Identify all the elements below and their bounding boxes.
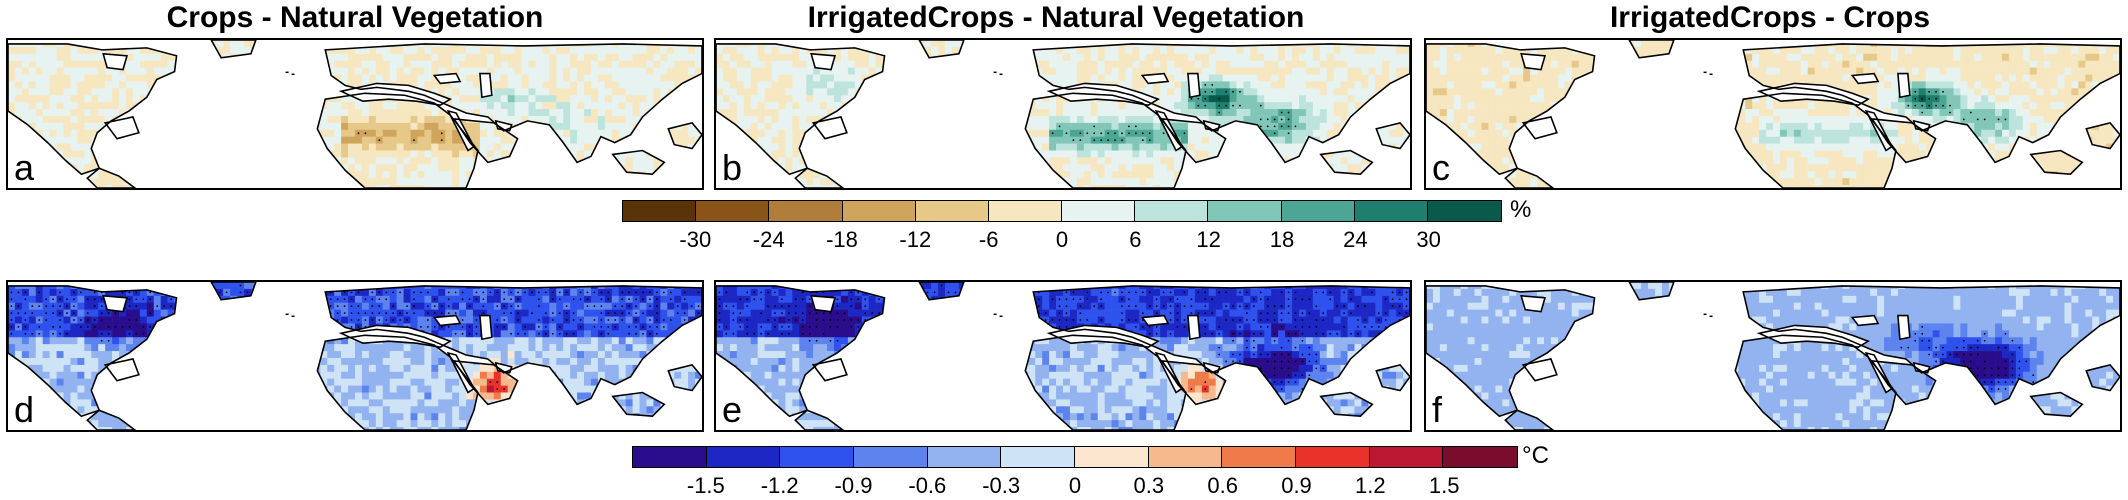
colorbar-swatch (915, 201, 989, 221)
colorbar-tick-label: -0.6 (908, 473, 947, 498)
colorbar-swatch (1075, 447, 1149, 467)
colorbar-tick-label: 24 (1343, 227, 1368, 252)
colorbar-swatch (623, 201, 697, 221)
map-graphic (8, 40, 702, 188)
panel-letter: f (1432, 389, 1443, 430)
colorbar-tick-label: 1.2 (1355, 473, 1386, 498)
colorbar-tick-label: -0.9 (834, 473, 873, 498)
colorbar-temperature (632, 446, 1518, 468)
colorbar-tick-label: 0.9 (1281, 473, 1312, 498)
colorbar-tick-label: -18 (826, 227, 858, 252)
colorbar-tick-label: 0 (1055, 227, 1069, 252)
colorbar-swatch (1062, 201, 1136, 221)
colorbar-swatch (706, 447, 781, 467)
colorbar-swatch (1208, 201, 1282, 221)
colorbar-swatch (927, 447, 1002, 467)
colorbar-swatch (1369, 447, 1444, 467)
map-panel-d: d (6, 280, 704, 432)
colorbar-swatch (1443, 447, 1518, 467)
colorbar-tick-label: 0.3 (1133, 473, 1165, 498)
colorbar-swatch (1222, 447, 1297, 467)
colorbar-swatch (988, 201, 1063, 221)
colorbar-unit-temperature: °C (1522, 442, 1549, 469)
panel-letter: b (722, 147, 743, 188)
map-graphic (716, 40, 1410, 188)
colorbar-tick-label: 18 (1269, 227, 1295, 252)
colorbar-boxes (622, 200, 1502, 222)
colorbar-tick-label: 1.5 (1428, 473, 1460, 498)
colorbar-swatch (1354, 201, 1428, 221)
colorbar-tick-label: 0 (1068, 473, 1082, 498)
column-title-irrigated-natural: IrrigatedCrops - Natural Vegetation (807, 1, 1305, 34)
map-graphic (716, 282, 1410, 430)
colorbar-boxes (632, 446, 1518, 468)
colorbar-tick-label: 12 (1196, 227, 1221, 252)
panel-letter: c (1432, 147, 1450, 188)
colorbar-tick-label: 30 (1416, 227, 1441, 252)
map-graphic (1426, 40, 2120, 188)
colorbar-tick-label: -1.2 (760, 473, 799, 498)
colorbar-swatch (780, 447, 855, 467)
map-panel-b: b (714, 38, 1412, 190)
colorbar-unit-percent: % (1510, 196, 1532, 223)
colorbar-swatch (1001, 447, 1076, 467)
colorbar-tick-label: 0.6 (1207, 473, 1238, 498)
map-panel-f: f (1424, 280, 2122, 432)
colorbar-tick-label: 6 (1129, 227, 1142, 252)
colorbar-swatch (842, 201, 916, 221)
colorbar-swatch (1135, 201, 1209, 221)
panel-letter: e (722, 389, 743, 430)
map-graphic (8, 282, 702, 430)
colorbar-swatch (769, 201, 843, 221)
column-title-irrigated-crops: IrrigatedCrops - Crops (1609, 1, 1931, 34)
colorbar-percent (622, 200, 1502, 222)
colorbar-swatch (633, 447, 707, 467)
colorbar-swatch (1427, 201, 1502, 221)
colorbar-swatch (854, 447, 928, 467)
colorbar-swatch (1296, 447, 1370, 467)
map-panel-a: a (6, 38, 704, 190)
map-panel-e: e (714, 280, 1412, 432)
colorbar-tick-label: -6 (978, 227, 999, 252)
colorbar-tick-label: -12 (899, 227, 932, 252)
colorbar-swatch (1148, 447, 1223, 467)
column-title-crops-natural: Crops - Natural Vegetation (166, 1, 544, 34)
map-graphic (1426, 282, 2120, 430)
colorbar-tick-label: -1.5 (686, 473, 725, 498)
colorbar-tick-label: -24 (752, 227, 785, 252)
panel-letter: a (14, 147, 35, 188)
colorbar-tick-label: -0.3 (982, 473, 1021, 498)
map-panel-c: c (1424, 38, 2122, 190)
colorbar-swatch (1281, 201, 1355, 221)
panel-letter: d (14, 389, 35, 430)
colorbar-swatch (696, 201, 770, 221)
colorbar-tick-label: -30 (679, 227, 712, 252)
